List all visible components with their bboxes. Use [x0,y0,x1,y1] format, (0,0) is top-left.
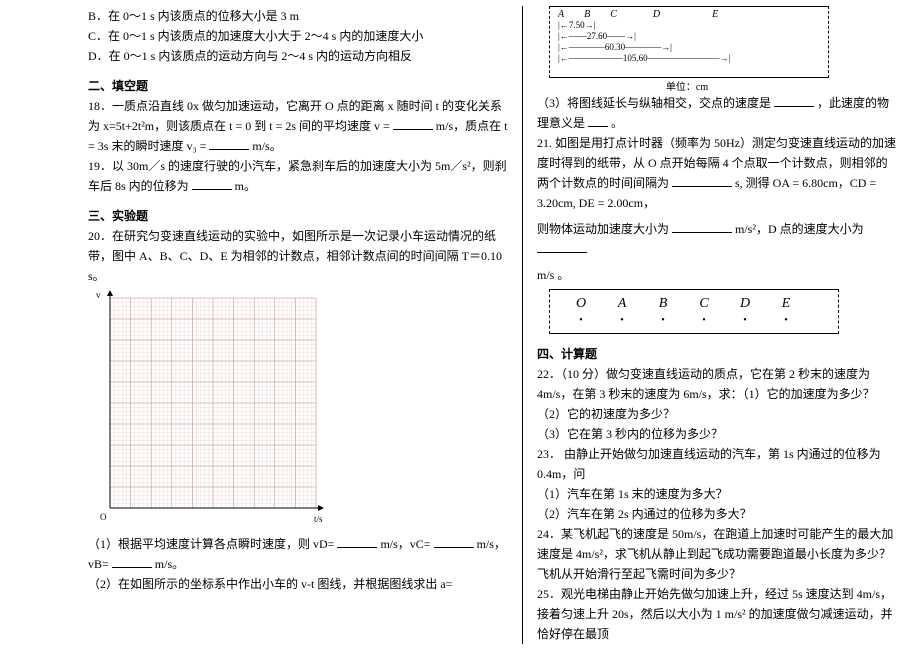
dot: • [767,315,805,326]
tape-d2: 27.60 [587,31,607,41]
tape2-label: O [562,296,600,312]
tape-d1: 7.50 [569,20,585,30]
q23-c: （2）汽车在第 2s 内通过的位移为多大？ [537,504,896,524]
q23-a: 23． 由静止开始做匀加速直线运动的汽车，第 1s 内通过的位移为 0.4m，问 [537,444,896,484]
q19-text-b: m。 [235,179,256,193]
tape-label: B [584,9,590,20]
q20s3-blank-2[interactable] [588,114,608,127]
q19-text-a: 19．以 30m／s 的速度行驶的小汽车，紧急刹车后的加速度大小为 5m／s²，… [88,159,507,193]
q21-blank-3[interactable] [537,240,587,253]
dot: • [685,315,723,326]
q20s3-c: 。 [611,116,623,130]
q19-blank[interactable] [192,177,232,190]
tape-label: D [653,9,660,20]
svg-text:v: v [96,290,101,300]
tape2-label: E [767,296,805,312]
tape-unit: 单位：cm [537,78,837,93]
column-divider [522,6,523,644]
tape-d4: 105.60 [623,53,648,63]
section-3-heading: 三、实验题 [88,206,510,226]
q22-a: 22．（10 分）做匀变速直线运动的质点，它在第 2 秒末的速度为 4m/s，在… [537,364,896,404]
tape2-label: D [726,296,764,312]
q18-text-c: m/s。 [252,139,281,153]
tape2-label: A [603,296,641,312]
dot: • [726,315,764,326]
q20s1-d: vB= [88,557,109,571]
q20-sub3: （3）将图线延长与纵轴相交，交点的速度是 ，此速度的物理意义是 。 [537,93,896,133]
q25: 25．观光电梯由静止开始先做匀加速上升，经过 5s 速度达到 4m/s，接着匀速… [537,584,896,644]
q18: 18．一质点沿直线 0x 做匀加速运动，它离开 O 点的距离 x 随时间 t 的… [88,96,510,156]
q20-sub1-line2: vB= m/s。 [88,554,510,574]
q22-c: （3）它在第 3 秒内的位移为多少？ [537,424,896,444]
q20s3-blank-1[interactable] [774,94,814,107]
tape2-label: C [685,296,723,312]
tape-label: E [712,9,718,20]
q20-stem: 20．在研究匀变速直线运动的实验中，如图所示是一次记录小车运动情况的纸带，图中 … [88,226,510,286]
q21-blank-2[interactable] [672,220,732,233]
dot: • [603,315,641,326]
q20s1-blank-c[interactable] [434,535,474,548]
q21-e: m/s 。 [537,268,569,282]
q20s1-b: m/s，vC= [380,537,430,551]
option-b: B．在 0～1 s 内该质点的位移大小是 3 m [88,6,510,26]
tape-diagram-2: O A B C D E • • • • • • [549,289,839,334]
section-4-heading: 四、计算题 [537,344,896,364]
q20s1-c: m/s， [477,537,506,551]
q20-sub2: （2）在如图所示的坐标系中作出小车的 v-t 图线，并根据图线求出 a= [88,574,510,594]
q23-b: （1）汽车在第 1s 末的速度为多大？ [537,484,896,504]
vt-graph: Ot/s v [88,290,510,530]
option-c: C．在 0～1 s 内该质点的加速度大小大于 2～4 s 内的加速度大小 [88,26,510,46]
tape-d3: 60.30 [605,42,625,52]
q22-b: （2）它的初速度为多少？ [537,404,896,424]
q21-stem: 21. 如图是用打点计时器（频率为 50Hz）测定匀变速直线运动的加速度时得到的… [537,133,896,213]
q20s3-a: （3）将图线延长与纵轴相交，交点的速度是 [537,96,771,110]
q21-line3: m/s 。 [537,265,896,285]
q20-sub1: （1）根据平均速度计算各点瞬时速度，则 vD= m/s，vC= m/s， [88,534,510,554]
q21-d: m/s²，D 点的速度大小为 [735,222,864,236]
q18-blank-2[interactable] [209,137,249,150]
tape-label: C [610,9,617,20]
section-2-heading: 二、填空题 [88,76,510,96]
q20s1-a: （1）根据平均速度计算各点瞬时速度，则 vD= [88,537,334,551]
tape-label: A [558,9,564,20]
q20s1-blank-b[interactable] [112,555,152,568]
dot: • [644,315,682,326]
dot: • [562,315,600,326]
q21-c: 则物体运动加速度大小为 [537,222,669,236]
option-d: D．在 0～1 s 内该质点的运动方向与 2～4 s 内的运动方向相反 [88,46,510,66]
svg-text:O: O [100,512,107,522]
q18-blank-1[interactable] [393,117,433,130]
q21-line2: 则物体运动加速度大小为 m/s²，D 点的速度大小为 [537,219,896,259]
q21-blank-1[interactable] [672,174,732,187]
tape2-label: B [644,296,682,312]
q19: 19．以 30m／s 的速度行驶的小汽车，紧急刹车后的加速度大小为 5m／s²，… [88,156,510,196]
q20s1-blank-d[interactable] [337,535,377,548]
q20s2-text: （2）在如图所示的坐标系中作出小车的 v-t 图线，并根据图线求出 a= [88,577,452,591]
q24: 24．某飞机起飞的速度是 50m/s，在跑道上加速时可能产生的最大加速度是 4m… [537,524,896,584]
q20s1-e: m/s。 [155,557,184,571]
tape-diagram-1: A B C D E |←7.50→| |←——27.60——→| |←————6… [549,6,829,78]
svg-text:t/s: t/s [314,514,323,524]
